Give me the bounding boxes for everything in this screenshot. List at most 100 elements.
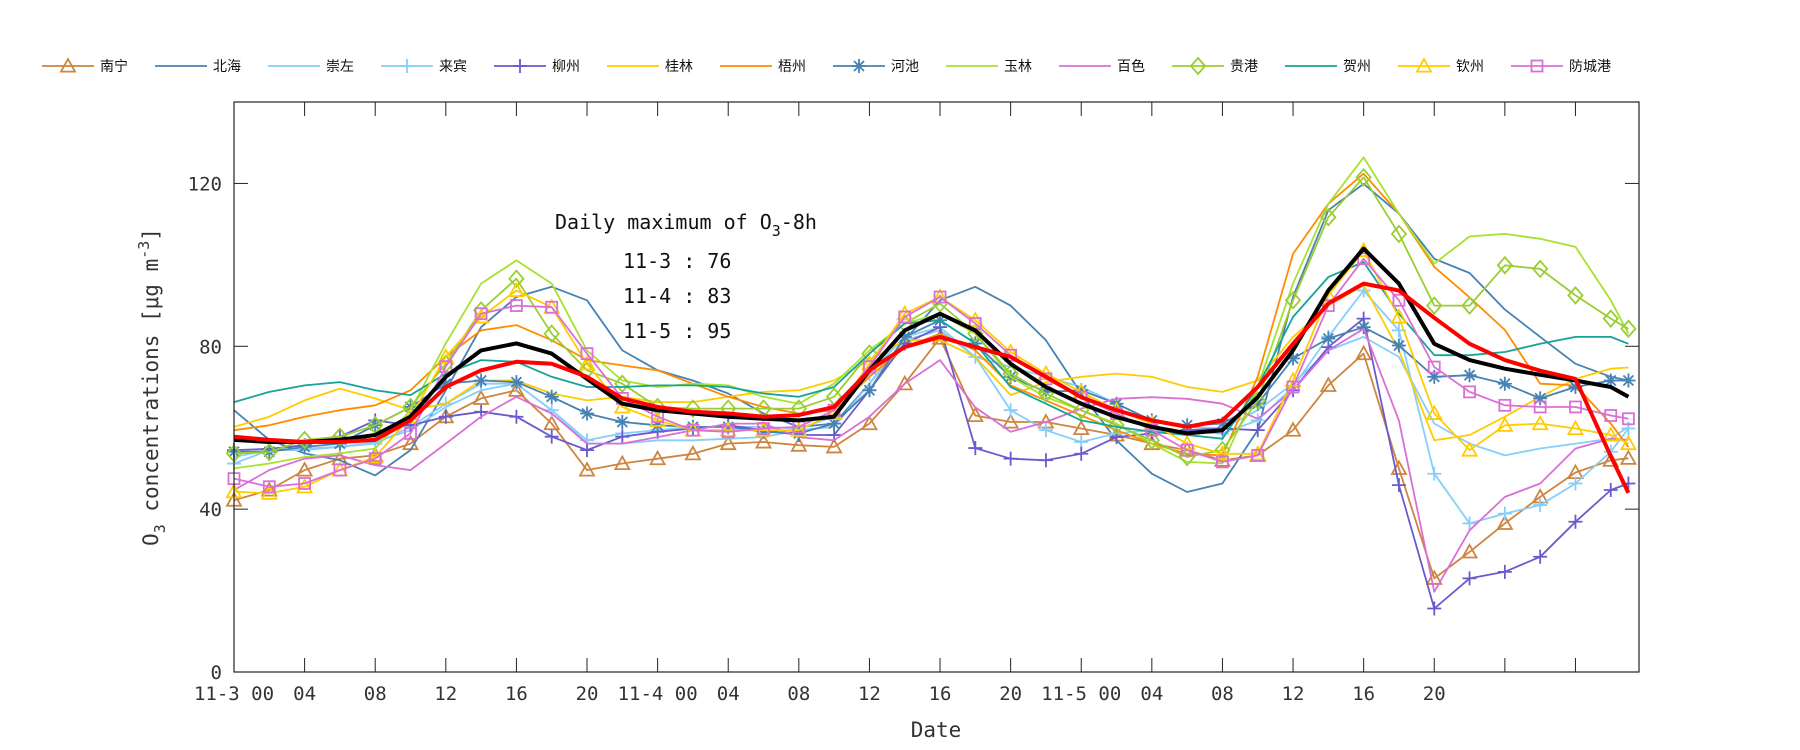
series-line	[233, 261, 1629, 440]
data-point-square	[1286, 380, 1300, 394]
data-point-diamond	[261, 442, 278, 462]
legend-marker-square	[1530, 59, 1544, 73]
data-point-triangle	[472, 389, 490, 405]
data-point-triangle	[1390, 308, 1408, 324]
annotation-line-1: 11-3 : 76	[623, 249, 731, 273]
data-point-asterisk	[544, 389, 559, 404]
data-point-asterisk	[791, 426, 806, 441]
y-axis-title: O3 concentrations [μg m-3]	[135, 228, 169, 546]
data-point-square	[298, 477, 312, 490]
data-point-triangle	[472, 308, 490, 324]
x-tick-label: 11-5 00	[1041, 683, 1121, 705]
x-axis-title: Date	[911, 718, 962, 742]
series-line	[233, 327, 1629, 593]
data-point-asterisk	[1286, 351, 1301, 366]
data-point-asterisk	[1215, 416, 1230, 431]
legend-item: 北海	[155, 59, 241, 75]
data-point-plus	[1074, 446, 1089, 461]
data-point-square	[1533, 400, 1547, 414]
data-point-square	[580, 347, 594, 361]
data-point-triangle	[825, 437, 843, 454]
data-point-square	[686, 423, 700, 437]
series-black-line	[233, 246, 1630, 444]
data-point-square	[1251, 448, 1265, 462]
legend-marker-plus	[513, 59, 527, 73]
data-point-diamond	[1602, 309, 1619, 328]
data-point-asterisk	[1462, 368, 1477, 383]
data-point-diamond	[296, 430, 313, 450]
data-point-triangle	[649, 449, 667, 466]
data-point-triangle	[1602, 426, 1620, 442]
series-line	[233, 257, 1629, 488]
x-tick-label: 16	[505, 683, 528, 705]
data-point-asterisk	[1568, 380, 1583, 394]
data-point-triangle	[437, 348, 455, 364]
series-line	[233, 246, 1630, 444]
legend-item: 玉林	[946, 59, 1032, 75]
data-point-diamond	[967, 324, 984, 344]
data-point-triangle	[578, 461, 596, 477]
data-point-plus	[1074, 434, 1089, 449]
annotation-title: Daily maximum of O3-8h	[555, 210, 817, 240]
data-point-triangle	[1496, 416, 1514, 432]
legend-label: 桂林	[665, 59, 693, 75]
data-point-asterisk	[897, 329, 912, 344]
data-point-plus	[1462, 516, 1477, 531]
data-point-square	[404, 427, 417, 440]
data-point-square	[1145, 423, 1159, 437]
plot-frame	[233, 101, 1640, 673]
x-tick-label: 11-4 00	[618, 683, 698, 705]
data-point-square	[1392, 293, 1406, 307]
data-point-square	[1321, 299, 1335, 312]
annotation-title-end: -8h	[781, 210, 817, 234]
legend-marker-asterisk	[852, 59, 866, 73]
data-point-triangle	[790, 436, 808, 452]
legend-item: 来宾	[381, 59, 467, 75]
data-point-plus	[1003, 403, 1018, 418]
x-tick-label: 08	[787, 683, 810, 705]
data-point-triangle	[1213, 444, 1231, 461]
x-tick-label: 16	[1352, 683, 1375, 705]
data-point-square	[545, 300, 559, 314]
data-point-plus	[544, 403, 559, 418]
data-point-plus	[1462, 571, 1477, 586]
data-point-diamond	[1320, 207, 1337, 227]
data-point-asterisk	[615, 415, 630, 430]
data-point-asterisk	[1356, 320, 1371, 335]
legend-label: 防城港	[1569, 59, 1611, 75]
data-point-asterisk	[580, 406, 595, 421]
annotation-line-3: 11-5 : 95	[623, 319, 731, 343]
data-point-square	[1622, 412, 1635, 426]
legend-item: 贵港	[1172, 56, 1258, 76]
data-point-triangle	[719, 421, 737, 437]
data-point-asterisk	[1038, 384, 1053, 399]
data-point-square	[898, 310, 912, 324]
legend-item: 百色	[1059, 58, 1145, 75]
data-point-square	[1180, 443, 1194, 457]
legend-item: 防城港	[1511, 59, 1611, 75]
data-point-triangle	[1319, 376, 1337, 392]
data-point-asterisk	[827, 416, 842, 431]
legend-label: 北海	[213, 59, 241, 75]
data-point-triangle	[507, 281, 525, 298]
data-point-diamond	[1002, 364, 1019, 383]
y-axis-title-end: ]	[139, 228, 163, 241]
data-point-diamond	[1620, 319, 1637, 339]
x-tick-label: 12	[1282, 683, 1305, 705]
data-point-diamond	[543, 324, 560, 344]
data-point-plus	[1603, 483, 1618, 498]
legend-marker-triangle	[59, 57, 77, 73]
data-point-triangle	[684, 444, 702, 461]
data-point-diamond	[1426, 296, 1443, 315]
data-point-triangle	[1425, 404, 1443, 420]
data-point-triangle	[613, 454, 631, 471]
x-tick-label: 04	[1140, 683, 1163, 705]
data-point-plus	[1568, 514, 1583, 529]
legend-label: 河池	[891, 59, 919, 75]
data-point-triangle	[1496, 514, 1514, 530]
data-point-asterisk	[1497, 376, 1512, 391]
data-point-triangle	[1002, 413, 1020, 429]
legend-label: 贺州	[1343, 59, 1371, 75]
data-point-plus	[968, 441, 983, 456]
